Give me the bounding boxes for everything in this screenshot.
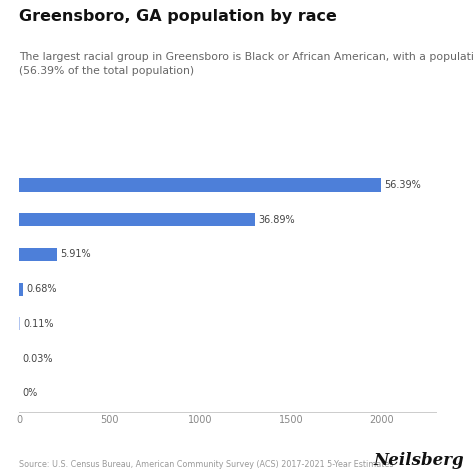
Bar: [19, 317, 20, 330]
Text: Source: U.S. Census Bureau, American Community Survey (ACS) 2017-2021 5-Year Est: Source: U.S. Census Bureau, American Com…: [19, 460, 393, 469]
Text: 36.89%: 36.89%: [259, 215, 295, 225]
Text: The largest racial group in Greensboro is Black or African American, with a popu: The largest racial group in Greensboro i…: [19, 52, 474, 76]
Text: 0.11%: 0.11%: [23, 319, 54, 329]
Bar: [19, 283, 23, 296]
Bar: [19, 248, 57, 261]
Text: 56.39%: 56.39%: [384, 180, 421, 190]
Bar: [19, 213, 255, 226]
Text: 0.03%: 0.03%: [22, 354, 53, 364]
Text: 0%: 0%: [22, 388, 37, 398]
Text: 0.68%: 0.68%: [27, 284, 57, 294]
Text: 5.91%: 5.91%: [60, 249, 91, 259]
Text: Neilsberg: Neilsberg: [374, 452, 465, 469]
Text: Greensboro, GA population by race: Greensboro, GA population by race: [19, 9, 337, 25]
Bar: [19, 178, 381, 191]
